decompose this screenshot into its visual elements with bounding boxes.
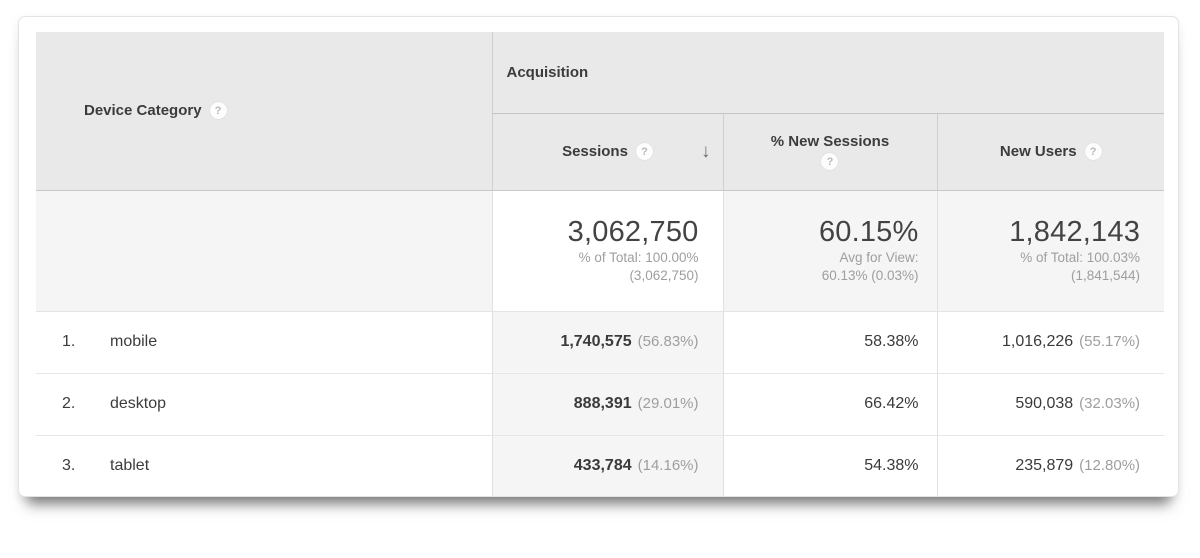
device-category-label: Device Category <box>84 102 202 120</box>
new-users-percent: (12.80%) <box>1079 457 1141 475</box>
new-users-total-note-1: % of Total: 100.03% <box>1020 249 1141 265</box>
group-header-acquisition: Acquisition <box>492 32 1165 114</box>
new-sessions-value: 66.42% <box>864 395 919 412</box>
device-link-desktop[interactable]: desktop <box>110 395 167 412</box>
new-sessions-value-cell: 54.38% <box>722 435 937 496</box>
sessions-value: 433,784 <box>573 457 632 475</box>
new-sessions-value: 58.38% <box>864 333 919 350</box>
help-icon[interactable]: ? <box>209 102 227 120</box>
acquisition-label: Acquisition <box>506 63 589 81</box>
sessions-value-cell: 888,391 (29.01%) <box>492 373 723 436</box>
device-link-tablet[interactable]: tablet <box>110 457 150 475</box>
row-index: 1. <box>62 333 76 350</box>
table-row-mobile: 1. mobile 1,740,575 (56.83%) 58.38% 1,016… <box>36 311 1165 374</box>
device-link-mobile[interactable]: mobile <box>110 333 158 350</box>
row-index: 2. <box>62 395 76 412</box>
sessions-value-cell: 1,740,575 (56.83%) <box>492 311 723 374</box>
sessions-value: 1,740,575 <box>560 333 632 350</box>
sessions-value: 888,391 <box>573 395 632 412</box>
new-sessions-avg-note-1: Avg for View: <box>839 249 919 265</box>
new-sessions-avg-note-2: 60.13% (0.03%) <box>821 268 919 284</box>
new-sessions-value-cell: 58.38% <box>722 311 937 374</box>
new-sessions-value-cell: 66.42% <box>722 373 937 436</box>
new-sessions-label: % New Sessions <box>770 133 890 150</box>
column-header-device-category[interactable]: Device Category ? <box>36 32 493 191</box>
new-users-value: 1,016,226 <box>1001 333 1074 350</box>
analytics-report-card: Device Category ? Acquisition Sessions ?… <box>18 16 1179 497</box>
summary-dimension-cell <box>36 190 493 312</box>
new-users-value: 235,879 <box>1015 457 1074 475</box>
new-users-value: 590,038 <box>1015 395 1074 412</box>
column-header-new-users[interactable]: New Users ? <box>936 113 1165 191</box>
new-users-total-note-2: (1,841,544) <box>1070 268 1141 284</box>
sessions-value-cell: 433,784 (14.16%) <box>492 435 723 496</box>
new-sessions-avg: 60.15% <box>818 215 919 248</box>
dimension-cell: 2. desktop <box>36 373 493 436</box>
column-header-sessions[interactable]: Sessions ? ↓ <box>492 113 723 191</box>
sessions-label: Sessions <box>562 143 628 160</box>
help-icon[interactable]: ? <box>1084 143 1102 160</box>
new-users-value-cell: 1,016,226 (55.17%) <box>936 311 1165 374</box>
help-icon[interactable]: ? <box>635 143 653 160</box>
sessions-total: 3,062,750 <box>567 215 699 248</box>
sessions-percent: (29.01%) <box>637 395 699 412</box>
new-users-value-cell: 235,879 (12.80%) <box>936 435 1165 496</box>
table-row-tablet: 3. tablet 433,784 (14.16%) 54.38% 235,879… <box>36 435 1165 496</box>
new-users-total: 1,842,143 <box>1009 215 1141 248</box>
sort-descending-icon[interactable]: ↓ <box>701 140 711 162</box>
summary-sessions-cell: 3,062,750 % of Total: 100.00% (3,062,750… <box>492 190 723 312</box>
summary-new-users-cell: 1,842,143 % of Total: 100.03% (1,841,544… <box>936 190 1165 312</box>
sessions-total-note-1: % of Total: 100.00% <box>578 249 699 265</box>
sessions-total-note-2: (3,062,750) <box>629 268 699 284</box>
help-icon[interactable]: ? <box>821 153 839 170</box>
sessions-percent: (14.16%) <box>637 457 699 475</box>
sessions-percent: (56.83%) <box>637 333 699 350</box>
dimension-cell: 1. mobile <box>36 311 493 374</box>
dimension-cell: 3. tablet <box>36 435 493 496</box>
new-users-percent: (32.03%) <box>1079 395 1141 412</box>
device-category-table: Device Category ? Acquisition Sessions ?… <box>36 32 1165 496</box>
summary-new-sessions-cell: 60.15% Avg for View: 60.13% (0.03%) <box>722 190 937 312</box>
row-index: 3. <box>62 457 76 475</box>
new-users-label: New Users <box>999 143 1077 160</box>
new-users-value-cell: 590,038 (32.03%) <box>936 373 1165 436</box>
new-users-percent: (55.17%) <box>1079 333 1141 350</box>
summary-row: 3,062,750 % of Total: 100.00% (3,062,750… <box>36 190 1165 312</box>
column-header-new-sessions[interactable]: % New Sessions ? <box>722 113 937 191</box>
new-sessions-value: 54.38% <box>864 457 919 475</box>
table-row-desktop: 2. desktop 888,391 (29.01%) 66.42% 590,03… <box>36 373 1165 436</box>
